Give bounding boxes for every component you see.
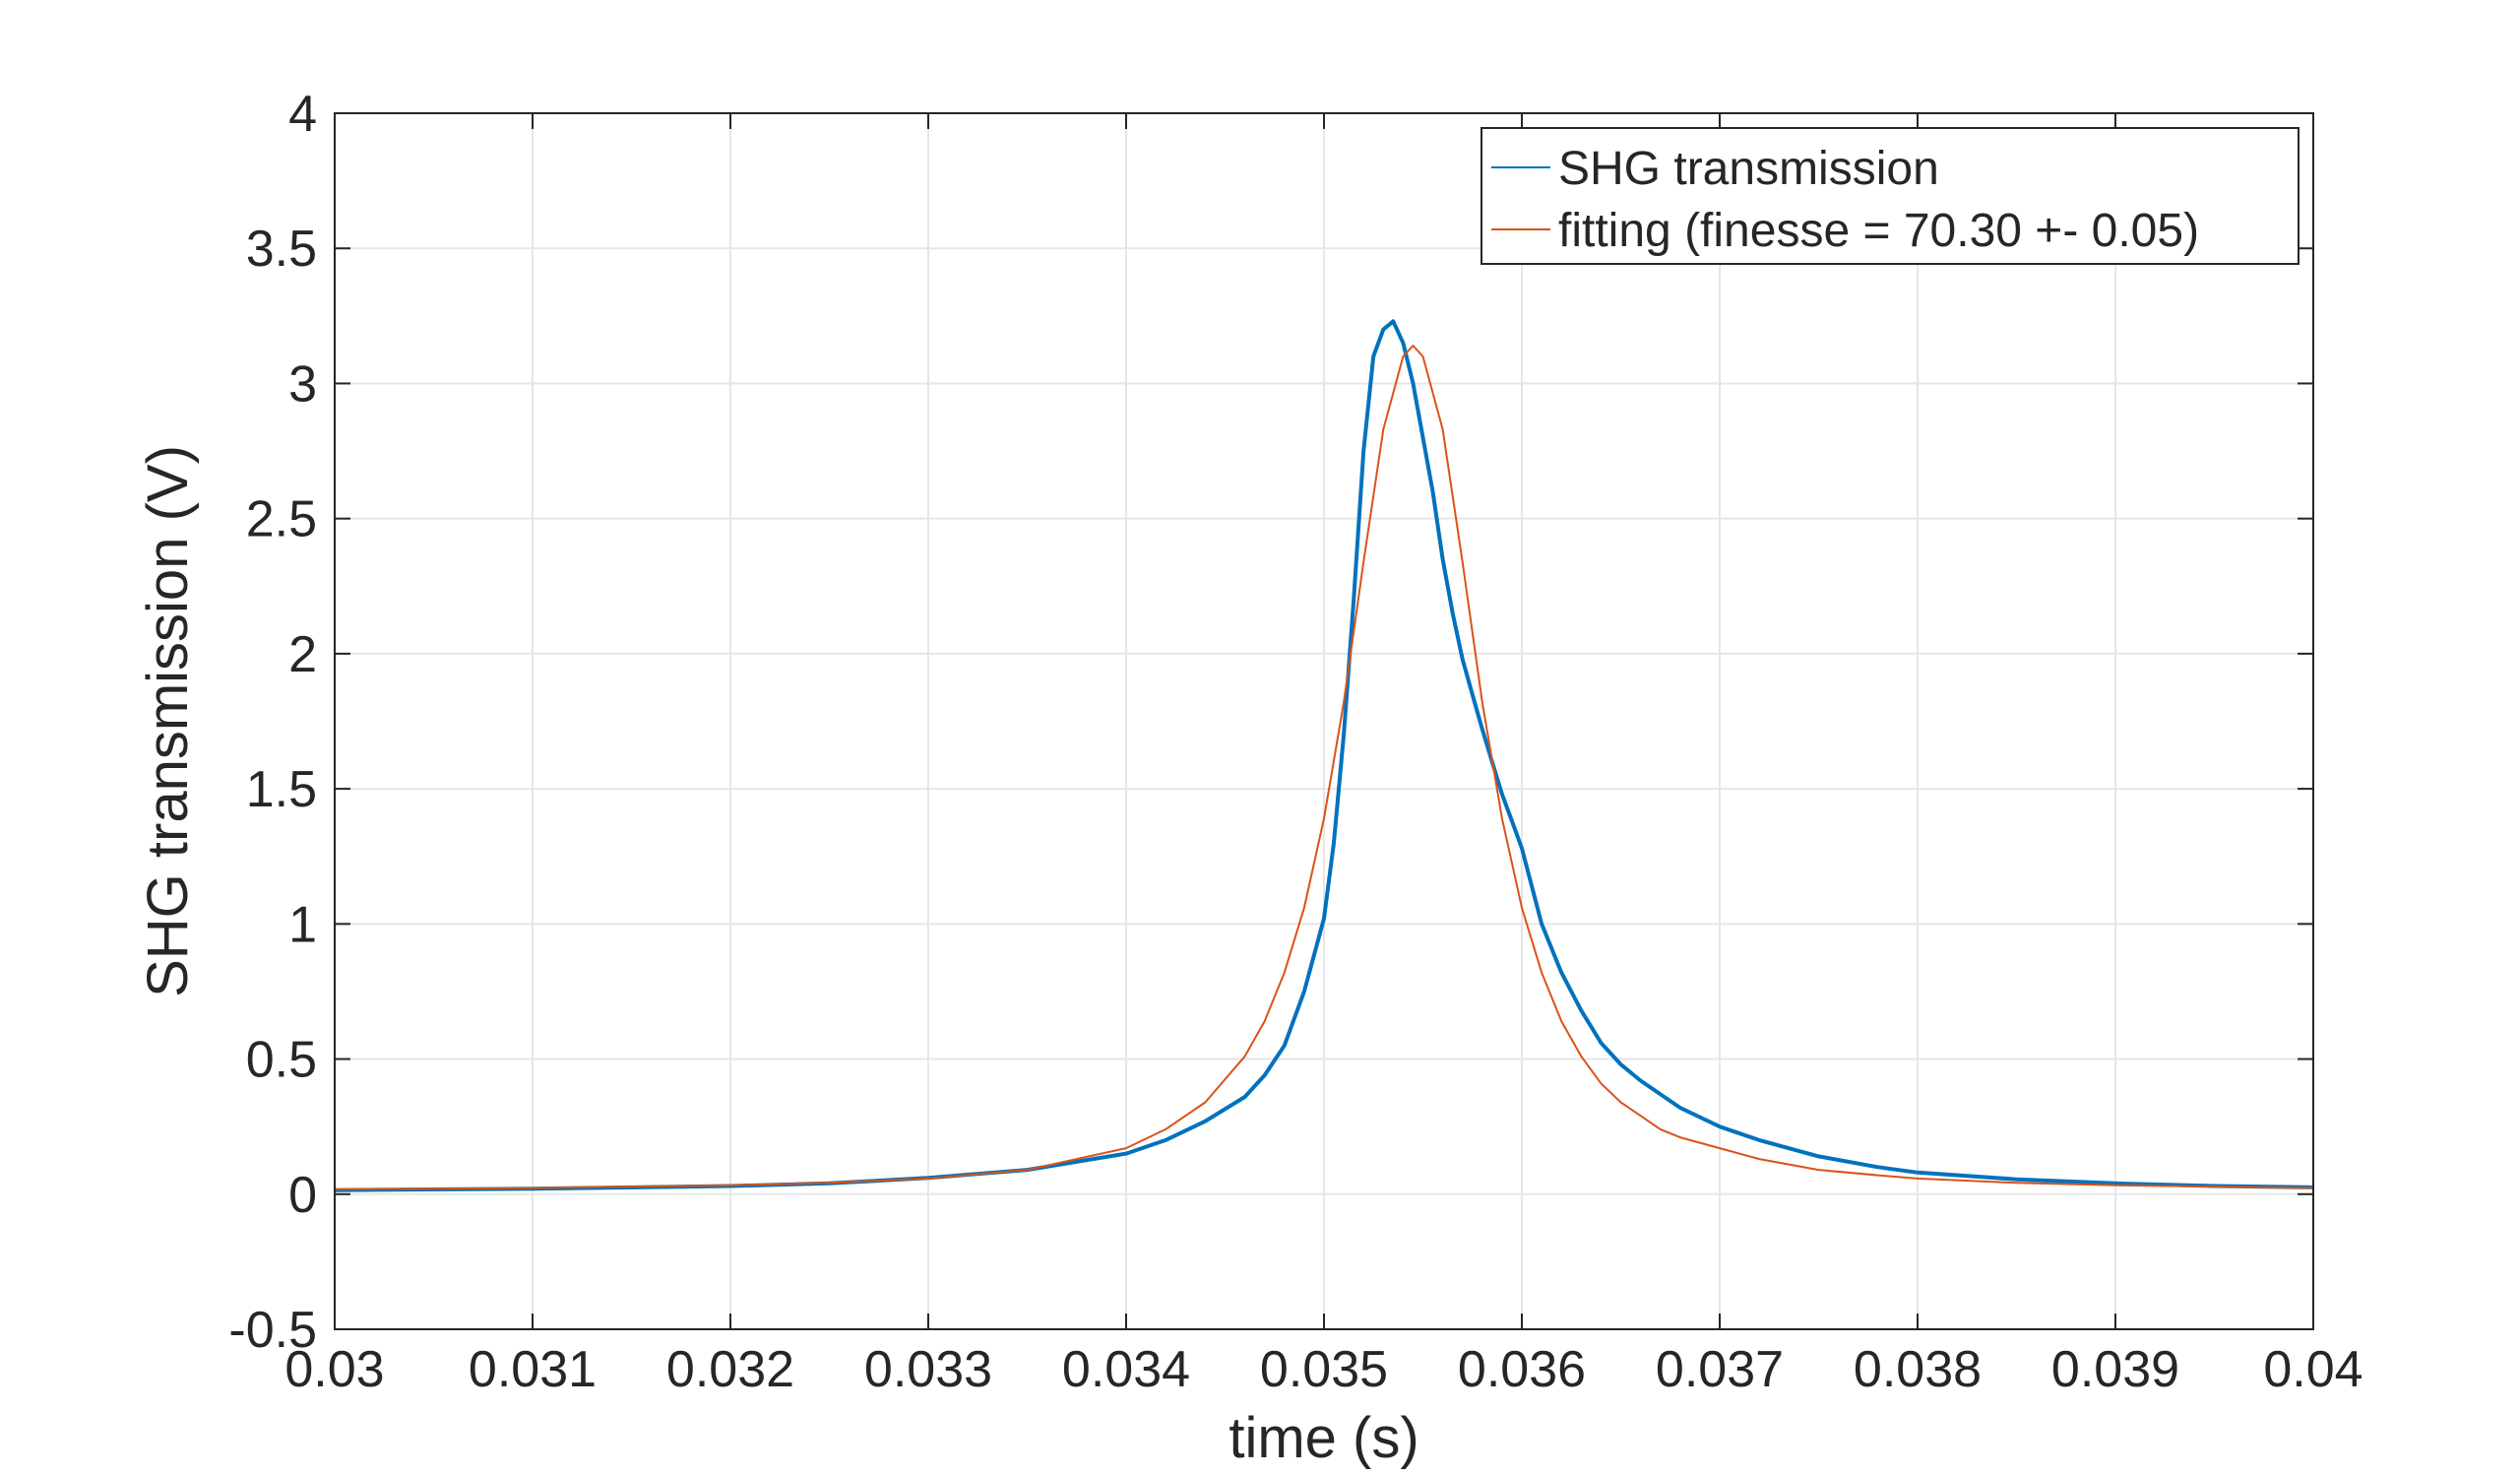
x-tick-label: 0.037 — [1656, 1341, 1784, 1398]
y-tick-label: 2.5 — [246, 491, 317, 548]
legend-entry-fitting: fitting (finesse = 70.30 +- 0.05) — [1558, 205, 2199, 257]
x-tick-label: 0.036 — [1458, 1341, 1586, 1398]
axis-ticks: 0.03 0.031 0.032 0.033 0.034 0.035 0.036 0.037 0… — [228, 86, 2362, 1398]
y-tick-label: 3 — [288, 355, 317, 413]
x-tick-label: 0.032 — [666, 1341, 794, 1398]
plot-lines — [334, 319, 2314, 1192]
x-tick-label: 0.039 — [2051, 1341, 2179, 1398]
y-tick-label: 2 — [288, 626, 317, 683]
x-tick-label: 0.034 — [1062, 1341, 1190, 1398]
y-tick-label: 1.5 — [246, 761, 317, 818]
x-tick-label: 0.04 — [2263, 1341, 2362, 1398]
legend-entry-shg: SHG transmission — [1558, 143, 1939, 195]
x-tick-label: 0.03 — [284, 1341, 384, 1398]
y-tick-label: 4 — [288, 86, 317, 143]
legend-box — [1480, 127, 2300, 265]
series-line-shg-transmission — [334, 319, 2314, 1192]
y-tick-label: 0 — [288, 1167, 317, 1224]
series-line-fitting — [334, 345, 2314, 1190]
y-tick-label: -0.5 — [228, 1302, 317, 1359]
x-tick-label: 0.035 — [1260, 1341, 1388, 1398]
x-tick-label: 0.033 — [864, 1341, 992, 1398]
x-axis-label: time (s) — [1228, 1406, 1418, 1470]
y-tick-label: 1 — [288, 896, 317, 953]
x-tick-label: 0.031 — [469, 1341, 597, 1398]
y-tick-label: 3.5 — [246, 221, 317, 278]
legend: SHG transmission fitting (finesse = 70.3… — [1480, 127, 2300, 265]
y-tick-label: 0.5 — [246, 1032, 317, 1089]
x-tick-label: 0.038 — [1854, 1341, 1982, 1398]
y-axis-label: SHG transmission (V) — [136, 445, 200, 997]
